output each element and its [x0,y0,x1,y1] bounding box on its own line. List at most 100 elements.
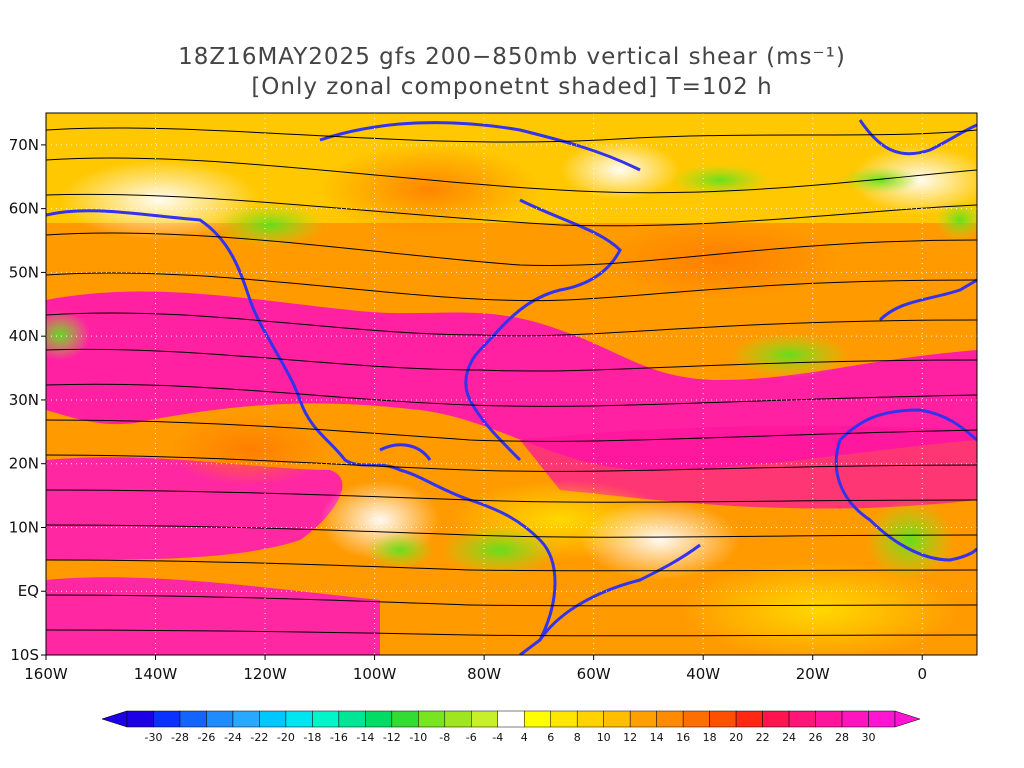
field-atlantic-band [520,425,977,509]
colorbar-label: -6 [466,731,477,744]
colorbar-label: -14 [356,731,374,744]
colorbar-label: -28 [171,731,189,744]
longitude-labels: 160W 140W 120W 100W 80W 60W 40W 20W 0 [24,665,927,683]
colorbar-label: 8 [574,731,581,744]
lat-label: 10S [10,646,39,664]
colorbar-label: -30 [144,731,162,744]
lat-label: 50N [9,263,39,281]
colorbar-label: -26 [197,731,215,744]
map-frame [45,112,978,656]
lon-label: 0 [917,665,927,683]
coastline-europe [878,278,977,322]
gridlines [46,113,977,655]
colorbar-label: -24 [224,731,242,744]
lon-label: 60W [577,665,611,683]
colorbar-swatch [603,710,631,728]
colorbar-swatch [762,710,790,728]
lat-label: 70N [9,136,39,154]
coastline-gulf [379,443,432,461]
colorbar-label: 24 [782,731,796,744]
colorbar-swatch [232,710,260,728]
colorbar-label: -8 [439,731,450,744]
colorbar-label: -12 [383,731,401,744]
colorbar-swatch [735,710,763,728]
coastline-arctic [319,121,641,172]
colorbar-swatch [391,710,419,728]
lon-label: 120W [243,665,287,683]
colorbar-label: 10 [597,731,611,744]
coastline-africa-west [834,439,977,562]
lon-label: 40W [686,665,720,683]
lat-label: 60N [9,200,39,218]
colorbar-swatch [576,710,604,728]
colorbar-swatch [338,710,366,728]
coastline-south-america-east [538,543,701,641]
colorbar-label: -16 [330,731,348,744]
colorbar-label: 16 [676,731,690,744]
lat-label: 30N [9,391,39,409]
colorbar-swatch [365,710,393,728]
field-jet-band [46,291,977,470]
colorbar-label: 26 [809,731,823,744]
colorbar-label: 12 [623,731,637,744]
colorbar-under-arrow [101,710,128,728]
colorbar-label: 14 [650,731,664,744]
coastline-north-america-east [464,198,622,462]
colorbar-label: -4 [492,731,503,744]
colorbar-label: -20 [277,731,295,744]
axis-ticks [41,144,923,660]
colorbar-label: 18 [703,731,717,744]
colorbar-swatch [788,710,816,728]
colorbar-swatch [471,710,499,728]
shaded-field [46,113,977,655]
colorbar-swatch [418,710,446,728]
coastline-africa-north [838,408,977,442]
colorbar-swatch [629,710,657,728]
streamlines [46,127,977,637]
colorbar-swatch [153,710,181,728]
chart-title-line-2: [Only zonal componetnt shaded] T=102 h [251,74,773,100]
colorbar-over-arrow [894,710,921,728]
field-equatorial-band [46,577,380,655]
colorbar-label: 28 [835,731,849,744]
colorbar-swatch [815,710,843,728]
colorbar-swatch [709,710,737,728]
colorbar-swatch [656,710,684,728]
colorbar-label: -22 [250,731,268,744]
lon-label: 140W [134,665,178,683]
colorbar-label: 22 [756,731,770,744]
lon-label: 80W [467,665,501,683]
colorbar-swatch [179,710,207,728]
colorbar-label: -10 [409,731,427,744]
colorbar-swatch [841,710,869,728]
lat-label: 40N [9,327,39,345]
colorbar: -30 -28 -26 -24 -22 -20 -18 -16 -14 -12 -10 -8 -6 -4 4… [101,710,921,744]
lat-label: 20N [9,455,39,473]
colorbar-swatch [868,710,896,728]
chart-title-line-1: 18Z16MAY2025 gfs 200−850mb vertical shea… [178,44,846,70]
lon-label: 20W [796,665,830,683]
colorbar-swatch [312,710,340,728]
coastline-americas-west [46,209,557,655]
latitude-labels: 70N 60N 50N 40N 30N 20N 10N EQ 10S [9,136,39,664]
colorbar-swatch [126,710,154,728]
colorbar-label: 30 [862,731,876,744]
lat-label: 10N [9,518,39,536]
colorbar-swatch [497,710,525,728]
colorbar-swatch [285,710,313,728]
colorbar-swatch [259,710,287,728]
lon-label: 100W [353,665,397,683]
colorbar-label: 4 [521,731,528,744]
lat-label: EQ [18,582,39,600]
colorbar-label: 20 [729,731,743,744]
colorbar-swatch [523,710,551,728]
lon-label: 160W [24,665,68,683]
colorbar-swatch [444,710,472,728]
colorbar-swatch [206,710,234,728]
colorbar-swatch [550,710,578,728]
coastlines [46,119,977,655]
field-green-patch [215,203,325,247]
colorbar-swatch [682,710,710,728]
colorbar-label: 6 [547,731,554,744]
